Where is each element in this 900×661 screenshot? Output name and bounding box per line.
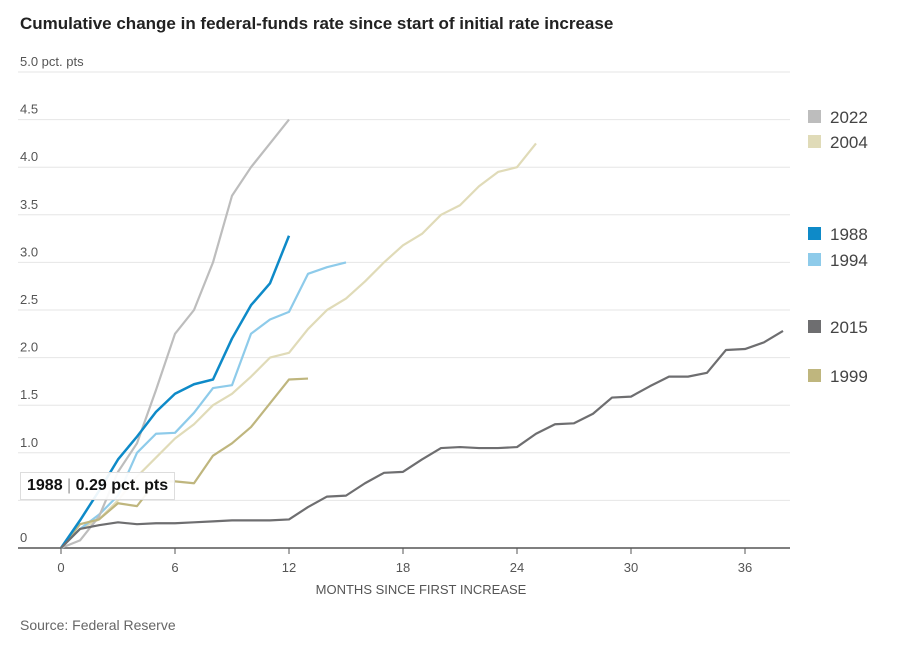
x-axis-label: MONTHS SINCE FIRST INCREASE <box>316 582 527 597</box>
y-tick-label: 5.0 pct. pts <box>20 54 84 69</box>
series-line-2015 <box>60 330 784 549</box>
legend-swatch-1988 <box>808 227 821 240</box>
x-tick-label: 36 <box>738 560 752 575</box>
series-line-1988 <box>59 235 291 549</box>
y-tick-label: 1.5 <box>20 387 38 402</box>
x-tick-label: 0 <box>57 560 64 575</box>
series-line-1994 <box>60 261 347 549</box>
legend-swatch-1999 <box>808 369 821 382</box>
legend-label-1994: 1994 <box>830 251 868 270</box>
x-tick-label: 18 <box>396 560 410 575</box>
y-tick-label: 1.0 <box>20 435 38 450</box>
y-tick-label: 2.0 <box>20 340 38 355</box>
tooltip-series: 1988 <box>27 477 63 494</box>
legend-swatch-2015 <box>808 320 821 333</box>
legend-label-1988: 1988 <box>830 225 868 244</box>
x-tick-label: 6 <box>171 560 178 575</box>
legend-label-2004: 2004 <box>830 133 868 152</box>
legend-label-2015: 2015 <box>830 318 868 337</box>
legend-swatch-1994 <box>808 253 821 266</box>
x-tick-label: 24 <box>510 560 524 575</box>
y-tick-label: 3.0 <box>20 244 38 259</box>
y-tick-label: 3.5 <box>20 197 38 212</box>
tooltip-value: 0.29 pct. pts <box>75 477 169 494</box>
legend-swatch-2004 <box>808 135 821 148</box>
series-line-1999 <box>60 377 309 549</box>
legend-label-2022: 2022 <box>830 108 868 127</box>
legend-swatch-2022 <box>808 110 821 123</box>
y-tick-label: 4.5 <box>20 102 38 117</box>
y-tick-label: 0 <box>20 530 27 545</box>
legend-label-1999: 1999 <box>830 367 868 386</box>
y-tick-label: 2.5 <box>20 292 38 307</box>
chart-title: Cumulative change in federal-funds rate … <box>20 14 614 33</box>
x-tick-label: 30 <box>624 560 638 575</box>
y-tick-label: 4.0 <box>20 149 38 164</box>
source-note: Source: Federal Reserve <box>20 617 176 633</box>
x-tick-label: 12 <box>282 560 296 575</box>
tooltip: 1988 | 0.29 pct. pts <box>20 472 176 500</box>
series-line-2022 <box>60 118 290 550</box>
